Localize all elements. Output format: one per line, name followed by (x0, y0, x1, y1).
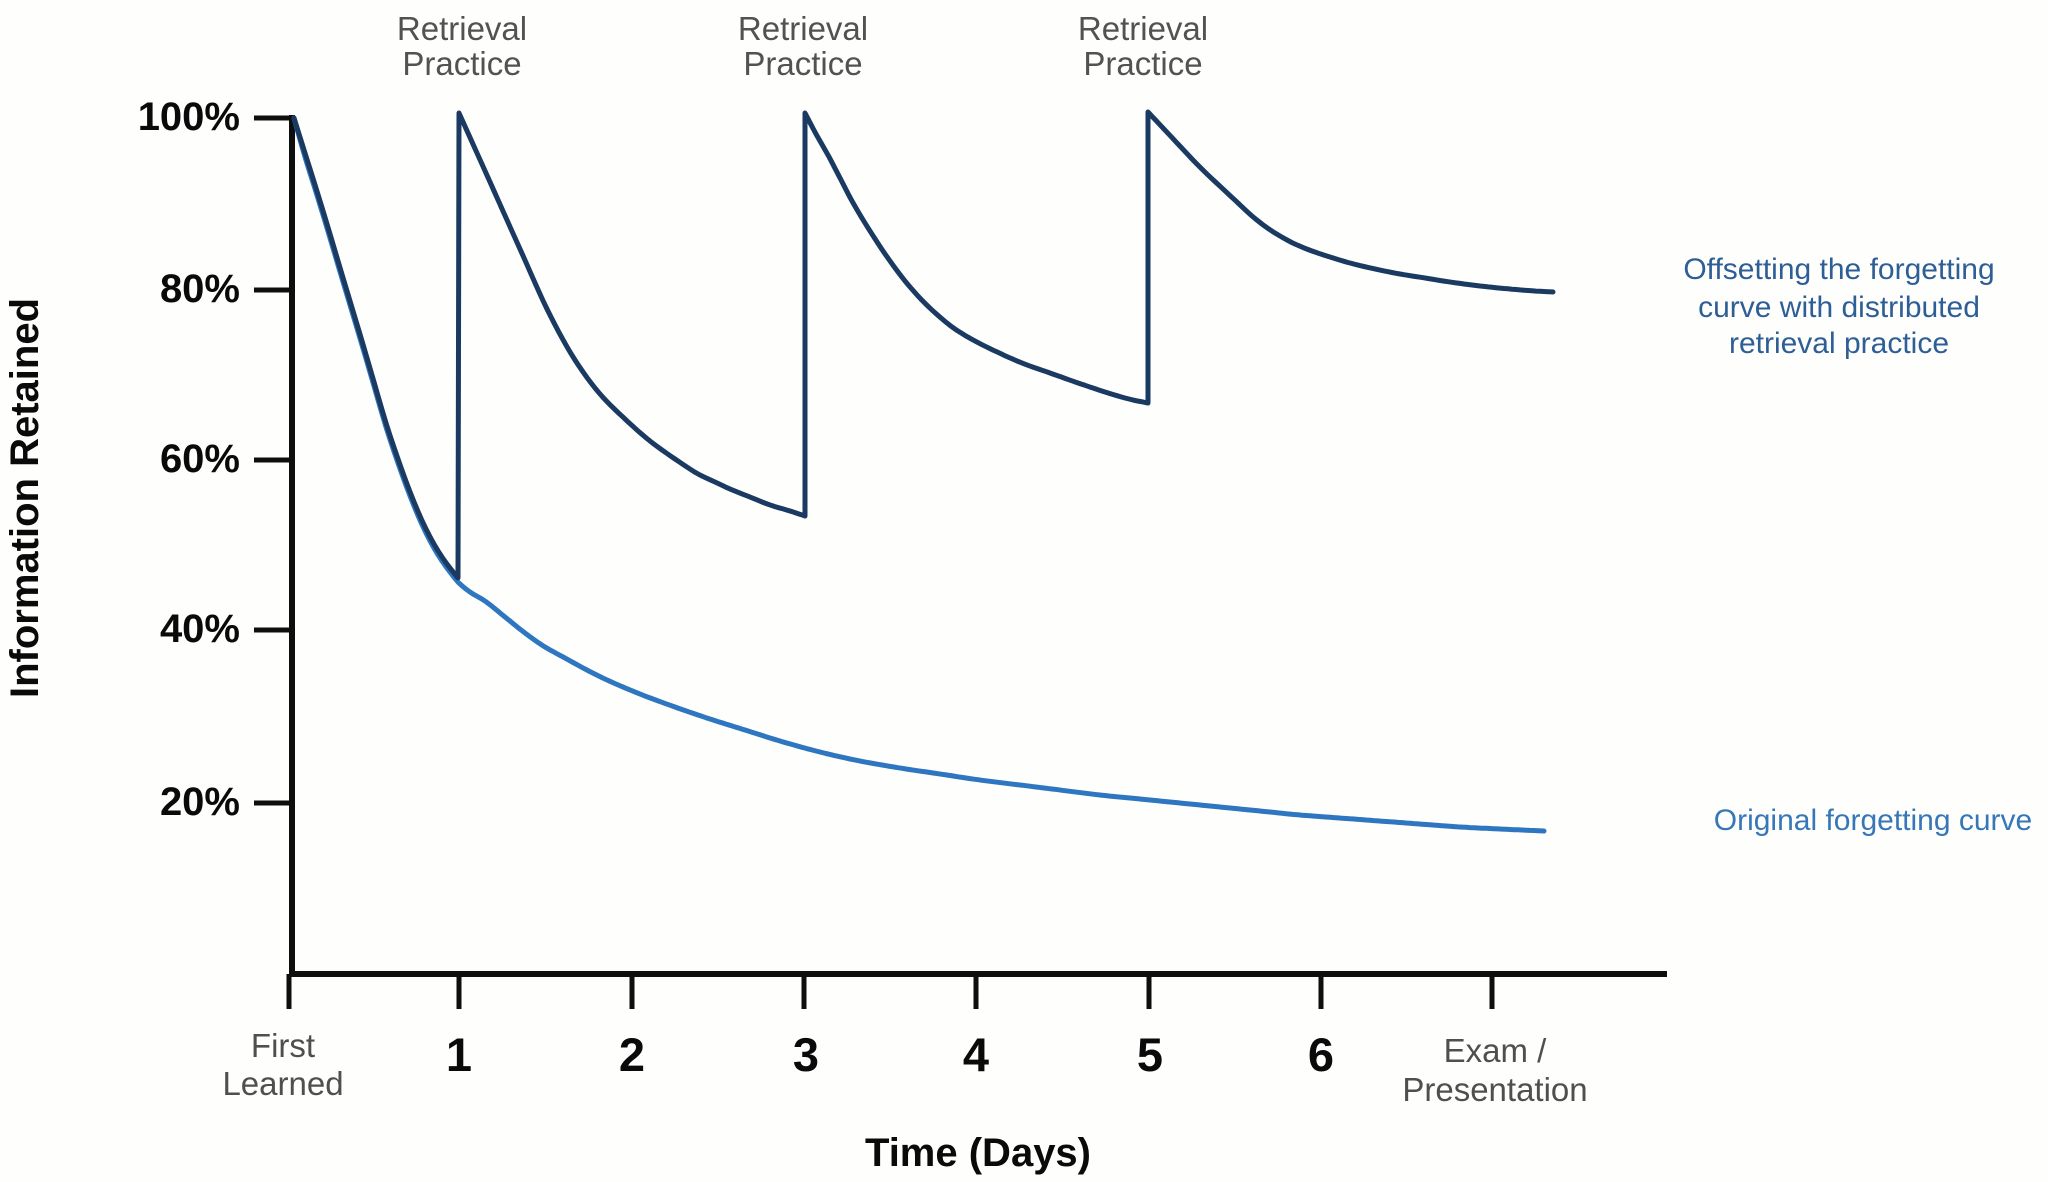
svg-text:Information Retained: Information Retained (3, 298, 47, 698)
svg-text:Practice: Practice (743, 45, 862, 82)
svg-text:Practice: Practice (1083, 45, 1202, 82)
svg-text:6: 6 (1308, 1028, 1334, 1081)
svg-text:First: First (251, 1027, 315, 1064)
svg-text:Original forgetting curve: Original forgetting curve (1714, 804, 2033, 837)
svg-text:60%: 60% (160, 437, 240, 481)
svg-text:curve with distributed: curve with distributed (1698, 291, 1980, 324)
svg-text:4: 4 (963, 1028, 989, 1081)
svg-text:Offsetting the forgetting: Offsetting the forgetting (1683, 253, 1994, 286)
svg-text:5: 5 (1137, 1028, 1163, 1081)
svg-text:100%: 100% (138, 95, 240, 139)
svg-text:40%: 40% (160, 607, 240, 651)
svg-text:Time (Days): Time (Days) (865, 1131, 1091, 1175)
svg-text:2: 2 (619, 1028, 645, 1081)
svg-text:Practice: Practice (402, 45, 521, 82)
svg-text:Retrieval: Retrieval (738, 10, 868, 47)
svg-text:Retrieval: Retrieval (1078, 10, 1208, 47)
svg-text:Presentation: Presentation (1402, 1071, 1587, 1108)
svg-text:Retrieval: Retrieval (397, 10, 527, 47)
svg-text:20%: 20% (160, 780, 240, 824)
svg-text:Exam /: Exam / (1444, 1032, 1548, 1069)
svg-text:3: 3 (793, 1028, 819, 1081)
svg-text:retrieval practice: retrieval practice (1729, 327, 1949, 360)
svg-text:1: 1 (446, 1028, 472, 1081)
svg-text:Learned: Learned (222, 1065, 343, 1102)
svg-text:80%: 80% (160, 267, 240, 311)
